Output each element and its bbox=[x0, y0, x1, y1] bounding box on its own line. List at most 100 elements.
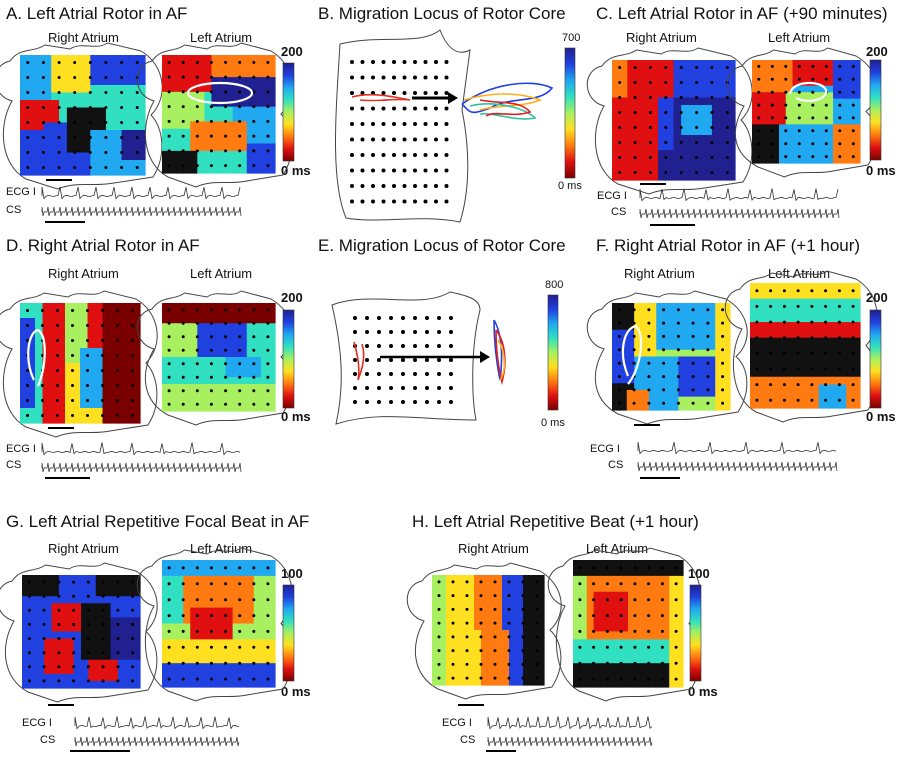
map-cell bbox=[57, 355, 66, 364]
map-cell bbox=[211, 150, 220, 159]
map-cell bbox=[614, 655, 622, 664]
map-cell bbox=[770, 290, 779, 300]
map-cell bbox=[665, 90, 675, 99]
map-cell bbox=[50, 400, 59, 409]
electrode-dot bbox=[660, 629, 664, 633]
map-cell bbox=[36, 666, 45, 675]
map-cell bbox=[696, 172, 705, 181]
electrode-dot bbox=[381, 153, 386, 157]
map-cell bbox=[523, 616, 531, 624]
map-cell bbox=[95, 673, 104, 682]
map-cell bbox=[225, 663, 234, 672]
electrode-dot bbox=[851, 103, 855, 107]
map-cell bbox=[88, 659, 97, 668]
map-cell bbox=[495, 588, 503, 597]
map-cell bbox=[853, 306, 861, 315]
map-cell bbox=[74, 160, 84, 169]
map-cell bbox=[655, 647, 663, 656]
map-cell bbox=[707, 336, 716, 344]
map-cell bbox=[267, 136, 276, 145]
map-cell bbox=[656, 349, 665, 358]
map-cell bbox=[846, 376, 854, 386]
map-cell bbox=[642, 150, 652, 159]
map-cell bbox=[232, 679, 241, 688]
electrode-dot bbox=[392, 91, 396, 95]
map-cell bbox=[22, 596, 30, 604]
map-cell bbox=[246, 663, 255, 672]
panel-g-la-map bbox=[162, 560, 276, 688]
electrode-dot bbox=[381, 60, 386, 64]
map-cell bbox=[246, 303, 255, 311]
map-cell bbox=[95, 596, 104, 604]
map-cell bbox=[509, 609, 517, 617]
map-cell bbox=[183, 62, 191, 71]
map-cell bbox=[685, 376, 694, 384]
map-cell bbox=[715, 323, 724, 331]
map-cell bbox=[132, 666, 141, 675]
map-cell bbox=[607, 631, 615, 640]
map-cell bbox=[197, 575, 205, 585]
map-cell bbox=[129, 70, 138, 79]
map-cell bbox=[688, 165, 698, 174]
electrode-dot bbox=[195, 149, 199, 153]
electrode-dot bbox=[402, 60, 407, 64]
map-cell bbox=[752, 156, 760, 164]
map-cell bbox=[190, 330, 198, 338]
map-cell bbox=[27, 393, 36, 402]
electrode-dot bbox=[679, 66, 683, 69]
panel-c-cs-label: CS bbox=[611, 206, 627, 218]
electrode-dot bbox=[695, 81, 699, 84]
map-cell bbox=[125, 673, 134, 682]
map-cell bbox=[770, 329, 779, 339]
map-cell bbox=[73, 673, 82, 682]
map-cell bbox=[105, 137, 115, 146]
map-cell bbox=[110, 652, 119, 661]
map-cell bbox=[197, 150, 205, 159]
map-cell bbox=[772, 143, 780, 151]
map-cell bbox=[65, 325, 74, 334]
map-cell bbox=[27, 85, 37, 94]
map-cell bbox=[678, 316, 687, 324]
map-cell bbox=[110, 393, 119, 402]
map-cell bbox=[253, 121, 262, 130]
map-cell bbox=[853, 322, 861, 331]
map-cell bbox=[102, 303, 111, 312]
panel-d-ecg-label: ECG I bbox=[6, 443, 36, 455]
electrode-dot bbox=[360, 106, 365, 111]
map-cell bbox=[719, 127, 728, 136]
map-cell bbox=[110, 631, 119, 640]
map-cell bbox=[641, 607, 650, 617]
map-cell bbox=[72, 385, 81, 394]
map-cell bbox=[678, 309, 687, 317]
map-cell bbox=[798, 298, 806, 308]
map-cell bbox=[20, 107, 29, 116]
map-cell bbox=[648, 396, 657, 404]
map-cell bbox=[832, 329, 840, 339]
map-cell bbox=[190, 62, 198, 71]
map-cell bbox=[826, 156, 834, 164]
map-cell bbox=[600, 575, 608, 585]
electrode-dot bbox=[676, 361, 680, 365]
map-cell bbox=[44, 638, 53, 647]
electrode-dot bbox=[770, 103, 774, 107]
map-cell bbox=[232, 591, 241, 601]
map-cell bbox=[74, 115, 84, 124]
map-cell bbox=[846, 298, 854, 308]
map-cell bbox=[29, 680, 38, 689]
map-cell bbox=[634, 383, 643, 391]
map-cell bbox=[132, 400, 141, 409]
electrode-dot bbox=[851, 129, 855, 133]
map-cell bbox=[727, 60, 736, 69]
map-cell bbox=[467, 671, 475, 679]
map-cell bbox=[777, 283, 785, 292]
electrode-dot bbox=[838, 64, 842, 68]
electrode-dot bbox=[181, 389, 185, 393]
map-cell bbox=[453, 616, 461, 624]
electrode-dot bbox=[660, 582, 664, 586]
electrode-dot bbox=[605, 661, 609, 665]
electrode-dot bbox=[26, 384, 29, 387]
map-cell bbox=[204, 404, 213, 412]
electrode-dot bbox=[209, 308, 213, 312]
map-cell bbox=[90, 160, 99, 169]
map-cell bbox=[432, 678, 440, 686]
